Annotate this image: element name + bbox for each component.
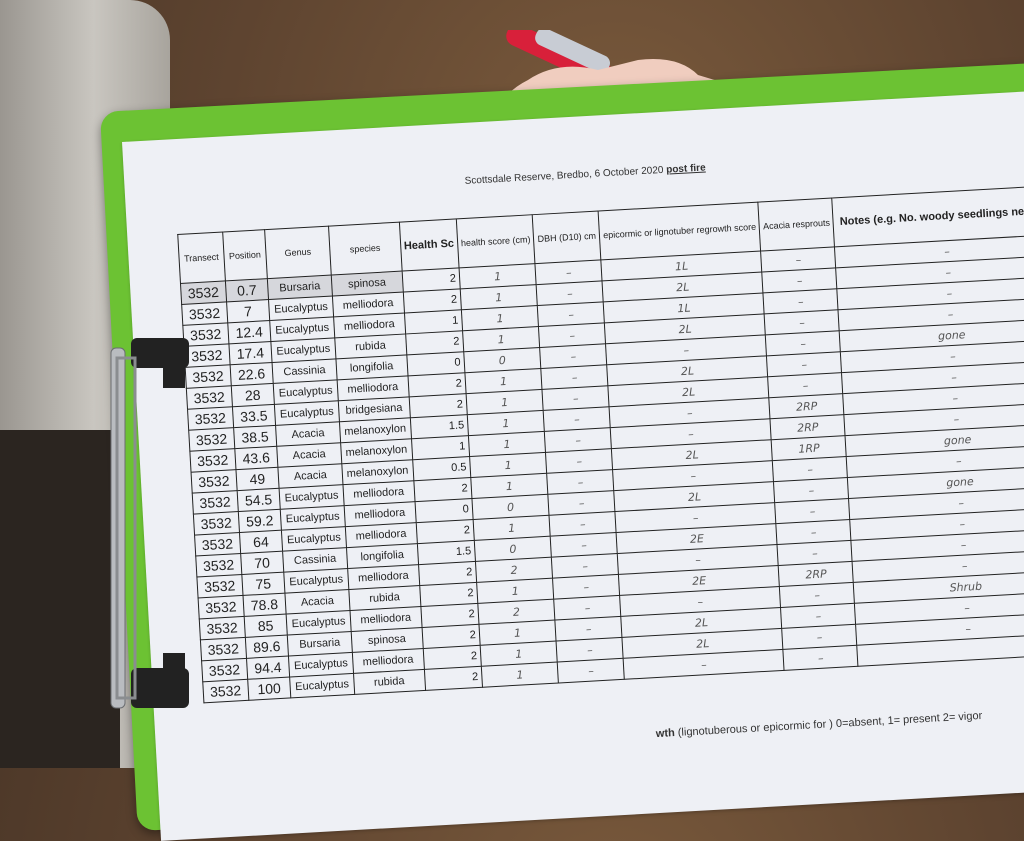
- column-header-health-score-cm: health score (cm): [456, 214, 536, 268]
- cell-transect: 3532: [200, 637, 247, 661]
- cell-transect: 3532: [181, 301, 228, 326]
- cell-position: 7: [226, 299, 270, 323]
- cell-transect: 3532: [196, 574, 243, 598]
- cell-position: 38.5: [233, 425, 277, 449]
- cell-health: 2: [424, 666, 483, 691]
- cell-transect: 3532: [191, 469, 237, 494]
- cell-position: 22.6: [229, 362, 274, 386]
- cell-position: 89.6: [244, 635, 289, 659]
- clipboard-clip: [110, 338, 189, 709]
- column-header-genus: Genus: [264, 226, 332, 279]
- cell-position: 64: [239, 530, 283, 554]
- cell-transect: 3532: [189, 448, 236, 473]
- cell-position: 17.4: [228, 341, 273, 365]
- shadow: [0, 430, 120, 768]
- column-header-dbh: DBH (D10) cm: [532, 211, 602, 264]
- column-header-regrowth-score: epicormic or lignotuber regrowth score: [598, 202, 761, 260]
- sheet-title: Scottsdale Reserve, Bredbo, 6 October 20…: [464, 162, 705, 186]
- cell-acacia-resprouts: –: [783, 645, 859, 671]
- column-header-acacia-resprouts: Acacia resprouts: [758, 197, 835, 252]
- cell-transect: 3532: [188, 427, 235, 452]
- cell-genus: Eucalyptus: [289, 673, 355, 698]
- title-emphasis: post fire: [665, 162, 706, 176]
- cell-position: 85: [243, 614, 288, 638]
- cell-transect: 3532: [193, 511, 240, 536]
- footer-bold: wth: [655, 727, 676, 741]
- cell-position: 78.8: [242, 593, 287, 617]
- cell-transect: 3532: [180, 280, 227, 305]
- cell-position: 100: [247, 676, 291, 701]
- cell-position: 12.4: [227, 320, 272, 344]
- cell-transect: 3532: [195, 553, 242, 577]
- cell-position: 94.4: [246, 656, 290, 680]
- cell-transect: 3532: [198, 595, 244, 619]
- cell-transect: 3532: [192, 490, 238, 515]
- survey-table: Transect Position Genus species Health Sc hea…: [177, 185, 1024, 703]
- footer-legend: wth (lignotuberous or epicormic for ) 0=…: [656, 710, 983, 740]
- column-header-species: species: [328, 222, 402, 276]
- cell-transect: 3532: [202, 679, 249, 703]
- cell-species: rubida: [353, 669, 426, 695]
- cell-position: 28: [230, 383, 275, 407]
- cell-position: 0.7: [225, 278, 269, 302]
- cell-position: 43.6: [234, 446, 279, 470]
- cell-transect: 3532: [201, 658, 248, 682]
- column-header-position: Position: [222, 229, 268, 281]
- cell-position: 33.5: [232, 404, 276, 428]
- footer-text: (lignotuberous or epicormic for ) 0=abse…: [674, 709, 983, 740]
- cell-position: 59.2: [237, 509, 282, 533]
- cell-transect: 3532: [185, 364, 231, 389]
- cell-dbh: –: [557, 658, 625, 683]
- cell-position: 49: [235, 467, 280, 491]
- datasheet: Scottsdale Reserve, Bredbo, 6 October 20…: [122, 90, 1024, 841]
- cell-transect: 3532: [199, 616, 245, 640]
- cell-position: 70: [240, 551, 284, 575]
- cell-transect: 3532: [186, 385, 233, 410]
- cell-position: 75: [241, 572, 286, 596]
- title-text: Scottsdale Reserve, Bredbo, 6 October 20…: [464, 164, 664, 187]
- column-header-health: Health Sc: [399, 218, 459, 272]
- column-header-transect: Transect: [177, 232, 226, 284]
- cell-transect: 3532: [194, 532, 241, 557]
- cell-health-score-cm: 1: [481, 661, 559, 688]
- cell-position: 54.5: [236, 488, 281, 512]
- cell-transect: 3532: [187, 406, 234, 431]
